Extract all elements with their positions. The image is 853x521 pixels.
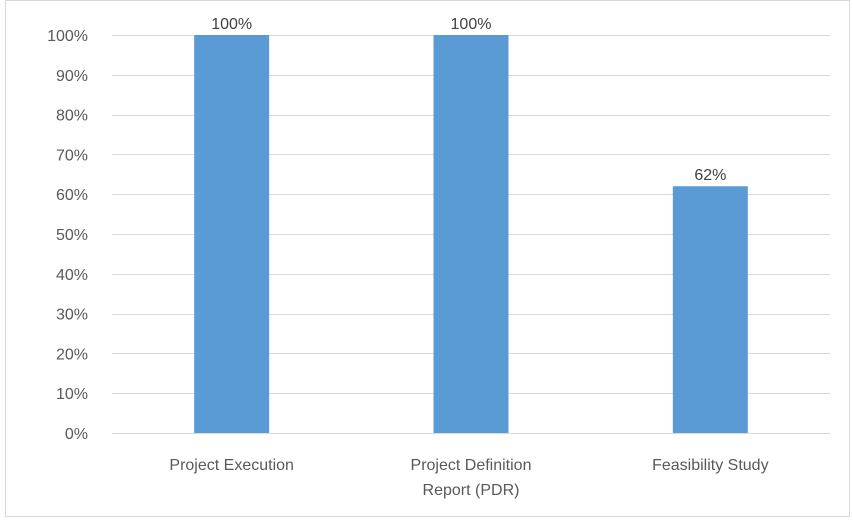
data-label: 100%	[211, 16, 252, 33]
category-label: Project Execution	[169, 457, 294, 474]
data-label: 62%	[694, 167, 726, 184]
y-tick-label: 10%	[56, 386, 88, 403]
data-labels: 100% 100% 62%	[211, 16, 726, 184]
y-tick-label: 90%	[56, 68, 88, 85]
y-tick-label: 70%	[56, 147, 88, 164]
bar	[194, 35, 270, 433]
y-tick-label: 40%	[56, 267, 88, 284]
y-tick-labels: 0% 10% 20% 30% 40% 50% 60% 70% 80% 90% 100%	[47, 28, 88, 443]
y-tick-label: 80%	[56, 108, 88, 125]
category-labels: Project Execution Project Definition Repor…	[169, 457, 768, 499]
y-tick-label: 50%	[56, 227, 88, 244]
y-tick-label: 60%	[56, 187, 88, 204]
data-label: 100%	[451, 16, 492, 33]
category-label: Project Definition Report (PDR)	[411, 457, 532, 499]
y-tick-label: 0%	[65, 426, 88, 443]
bars	[194, 35, 748, 433]
bar	[672, 186, 748, 433]
bar	[433, 35, 509, 433]
y-tick-label: 20%	[56, 346, 88, 363]
y-tick-label: 100%	[47, 28, 88, 45]
category-label: Feasibility Study	[652, 457, 769, 474]
y-tick-label: 30%	[56, 307, 88, 324]
